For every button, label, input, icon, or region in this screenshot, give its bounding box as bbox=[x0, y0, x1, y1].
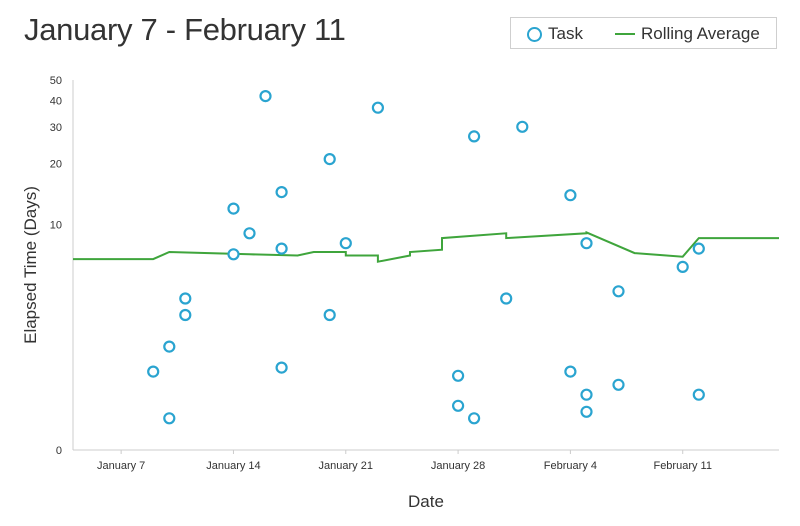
y-tick-label: 50 bbox=[50, 75, 62, 87]
x-tick-label: January 14 bbox=[206, 460, 260, 472]
task-point bbox=[468, 412, 481, 425]
y-tick-label: 10 bbox=[50, 219, 62, 231]
task-point bbox=[275, 242, 288, 255]
task-point bbox=[612, 378, 625, 391]
x-tick-label: February 4 bbox=[544, 460, 597, 472]
task-point bbox=[275, 186, 288, 199]
task-point bbox=[452, 399, 465, 412]
task-point bbox=[323, 153, 336, 166]
x-tick-label: January 28 bbox=[431, 460, 485, 472]
task-point bbox=[227, 202, 240, 215]
task-point bbox=[692, 242, 705, 255]
task-point bbox=[275, 361, 288, 374]
legend-item-task: Task bbox=[527, 24, 583, 44]
x-tick-label: January 7 bbox=[97, 460, 145, 472]
chart-title: January 7 - February 11 bbox=[24, 12, 346, 47]
task-point bbox=[179, 292, 192, 305]
task-point bbox=[147, 365, 160, 378]
legend-task-label: Task bbox=[548, 24, 583, 43]
task-point bbox=[516, 120, 529, 133]
task-point bbox=[468, 130, 481, 143]
task-point bbox=[339, 237, 352, 250]
y-tick-label: 40 bbox=[50, 96, 62, 108]
y-tick-label: 0 bbox=[56, 445, 62, 457]
legend-average-label: Rolling Average bbox=[641, 24, 760, 43]
axes bbox=[72, 80, 779, 451]
legend: Task Rolling Average bbox=[510, 17, 777, 49]
y-tick-label: 30 bbox=[50, 122, 62, 134]
rolling-average-series bbox=[73, 230, 779, 263]
task-point bbox=[452, 369, 465, 382]
legend-task-marker-icon bbox=[527, 26, 542, 42]
legend-average-line-icon bbox=[615, 33, 635, 35]
task-point bbox=[580, 405, 593, 418]
task-series bbox=[147, 89, 705, 425]
y-tick-label: 20 bbox=[50, 158, 62, 170]
task-point bbox=[580, 237, 593, 250]
task-point bbox=[580, 388, 593, 401]
task-point bbox=[227, 248, 240, 261]
rolling-average-line bbox=[73, 230, 779, 263]
task-point bbox=[371, 101, 384, 114]
x-ticks: January 7 January 14 January 21 January 28 F… bbox=[97, 450, 712, 472]
task-point bbox=[163, 340, 176, 353]
x-tick-label: January 21 bbox=[319, 460, 373, 472]
x-axis-title: Date bbox=[408, 492, 444, 511]
task-point bbox=[692, 388, 705, 401]
task-point bbox=[259, 89, 272, 103]
y-ticks: 0 10 20 30 40 50 bbox=[50, 75, 62, 457]
task-point bbox=[564, 189, 577, 202]
task-point bbox=[612, 285, 625, 298]
task-point bbox=[163, 412, 176, 425]
y-axis-title: Elapsed Time (Days) bbox=[21, 186, 40, 344]
task-point bbox=[179, 308, 192, 322]
x-tick-label: February 11 bbox=[653, 460, 712, 472]
task-point bbox=[676, 260, 689, 273]
task-point bbox=[564, 365, 577, 378]
task-point bbox=[500, 292, 513, 305]
legend-item-rolling-average: Rolling Average bbox=[615, 24, 760, 44]
task-point bbox=[323, 308, 336, 322]
task-point bbox=[243, 227, 256, 240]
